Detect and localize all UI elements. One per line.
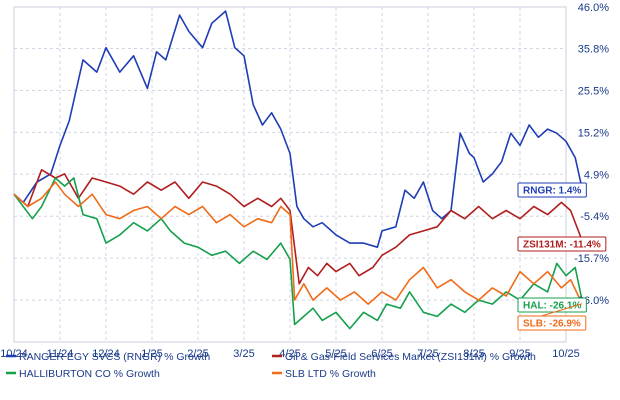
legend-entry-2: HALLIBURTON CO % Growth (6, 368, 160, 380)
y-tick-label: -5.4% (580, 211, 609, 223)
legend-label: SLB LTD % Growth (285, 368, 376, 380)
legend-label: RANGER EGY SVCS (RNGR) % Growth (19, 351, 210, 363)
y-axis-ticks: 46.0%35.8%25.5%15.2%4.9%-5.4%-15.7%-26.0… (574, 2, 609, 307)
y-tick-label: 25.5% (578, 85, 609, 97)
end-label-2: HAL: -26.1% (517, 297, 587, 313)
x-tick-label: 5/25 (325, 348, 346, 360)
end-label-1: ZSI131M: -11.4% (517, 236, 607, 252)
legend-label: HALLIBURTON CO % Growth (19, 368, 160, 380)
x-tick-label: 12/24 (92, 348, 120, 360)
end-label-box (517, 182, 587, 198)
legend: RANGER EGY SVCS (RNGR) % Growth Oil & Gas… (6, 351, 536, 380)
x-tick-label: 11/24 (47, 348, 74, 360)
end-label-text: SLB: -26.9% (523, 319, 581, 330)
x-tick-label: 4/25 (279, 348, 300, 360)
plot-frame (13, 6, 567, 343)
x-tick-label: 6/25 (371, 348, 392, 360)
legend-entry-3: SLB LTD % Growth (272, 368, 376, 380)
series-line-0 (13, 10, 583, 248)
y-tick-label: 15.2% (578, 127, 609, 139)
end-label-text: RNGR: 1.4% (523, 186, 581, 197)
legend-label: Oil & Gas-Field Services Market (ZSI131M… (285, 351, 536, 363)
end-label-text: ZSI131M: -11.4% (523, 240, 601, 251)
end-label-0: RNGR: 1.4% (517, 182, 587, 198)
grid-lines (13, 6, 567, 343)
series-line-3 (13, 181, 583, 305)
end-label-box (517, 315, 587, 331)
legend-entry-1: Oil & Gas-Field Services Market (ZSI131M… (272, 351, 536, 363)
y-tick-label: 4.9% (584, 169, 609, 181)
y-tick-label: 35.8% (578, 44, 609, 56)
series-line-2 (13, 177, 583, 330)
series-lines (13, 10, 583, 330)
end-label-box (517, 297, 587, 313)
x-tick-label: 1/25 (141, 348, 162, 360)
x-tick-label: 3/25 (233, 348, 254, 360)
x-tick-label: 9/25 (509, 348, 530, 360)
x-axis-ticks: 10/24 11/24 12/24 1/25 2/25 3/25 4/25 5/25 6/25 7… (0, 348, 580, 360)
end-label-box (517, 236, 607, 252)
x-tick-label: 10/25 (552, 348, 580, 360)
end-label-3: SLB: -26.9% (517, 303, 587, 331)
series-line-1 (13, 169, 583, 285)
end-label-text: HAL: -26.1% (523, 301, 581, 312)
x-tick-label: 8/25 (463, 348, 484, 360)
x-tick-label: 7/25 (417, 348, 438, 360)
end-labels: RNGR: 1.4% ZSI131M: -11.4% HAL: -26.1% SLB:… (517, 182, 607, 331)
y-tick-label: 46.0% (578, 2, 609, 14)
x-tick-label: 2/25 (187, 348, 208, 360)
legend-entry-0: RANGER EGY SVCS (RNGR) % Growth (6, 351, 210, 363)
y-tick-label: -15.7% (574, 253, 609, 265)
